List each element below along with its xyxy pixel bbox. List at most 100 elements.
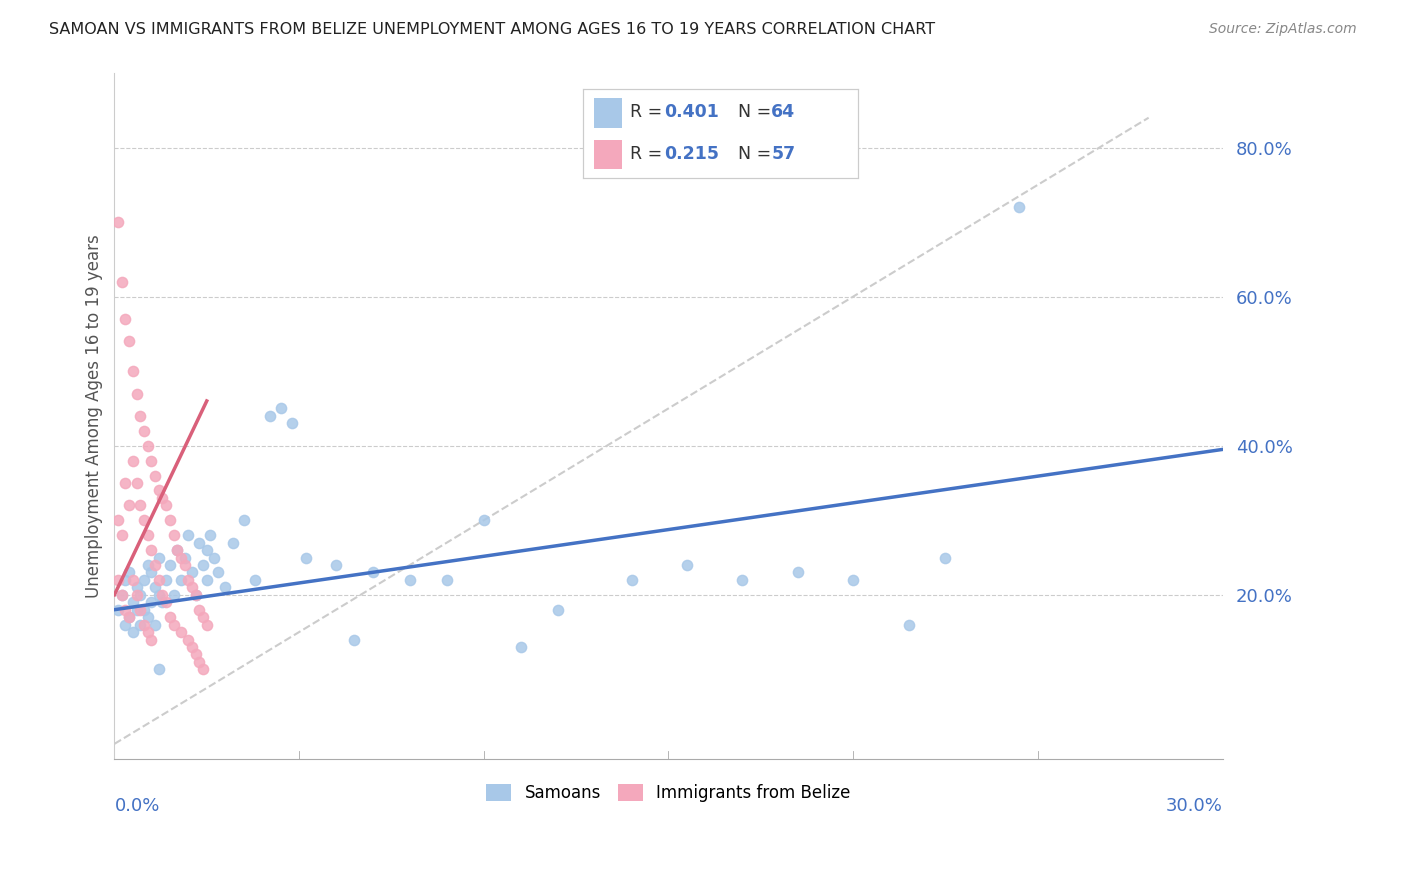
Point bbox=[141, 543, 163, 558]
Point bbox=[166, 543, 188, 558]
Point bbox=[114, 312, 136, 326]
Point bbox=[107, 603, 129, 617]
Point bbox=[436, 573, 458, 587]
Point bbox=[184, 588, 207, 602]
Point bbox=[152, 588, 174, 602]
Point bbox=[107, 215, 129, 229]
Text: 0.0%: 0.0% bbox=[114, 797, 160, 814]
Point bbox=[270, 401, 292, 416]
Point bbox=[155, 573, 177, 587]
Bar bbox=[595, 140, 621, 169]
Point bbox=[162, 588, 184, 602]
Point bbox=[177, 632, 200, 647]
Point bbox=[107, 513, 129, 527]
Point bbox=[129, 617, 152, 632]
Point bbox=[132, 513, 155, 527]
Point bbox=[188, 655, 211, 669]
Point bbox=[842, 573, 865, 587]
Point bbox=[122, 573, 145, 587]
Point bbox=[114, 475, 136, 490]
Point bbox=[111, 588, 134, 602]
Point bbox=[143, 617, 166, 632]
Point bbox=[162, 617, 184, 632]
Point bbox=[118, 499, 141, 513]
Point bbox=[188, 535, 211, 549]
Point bbox=[129, 499, 152, 513]
Point bbox=[177, 573, 200, 587]
Point bbox=[111, 588, 134, 602]
Text: N =: N = bbox=[738, 103, 778, 121]
Point bbox=[343, 632, 366, 647]
Point bbox=[232, 513, 254, 527]
Point bbox=[173, 550, 195, 565]
Point bbox=[188, 603, 211, 617]
Point bbox=[107, 573, 129, 587]
Point bbox=[173, 558, 195, 572]
Point bbox=[132, 424, 155, 438]
Point bbox=[148, 550, 170, 565]
Point bbox=[399, 573, 422, 587]
Bar bbox=[595, 98, 621, 128]
Point bbox=[141, 453, 163, 467]
Point bbox=[132, 617, 155, 632]
Point bbox=[148, 588, 170, 602]
Point bbox=[170, 573, 193, 587]
Text: R =: R = bbox=[630, 103, 668, 121]
Point bbox=[200, 528, 222, 542]
Point bbox=[125, 580, 148, 594]
Point bbox=[129, 588, 152, 602]
Point bbox=[191, 662, 214, 676]
Point bbox=[118, 610, 141, 624]
Point bbox=[129, 603, 152, 617]
Point bbox=[159, 610, 181, 624]
Point bbox=[181, 640, 204, 654]
Point bbox=[221, 535, 243, 549]
Point bbox=[280, 417, 302, 431]
Point bbox=[361, 566, 384, 580]
Point bbox=[148, 662, 170, 676]
Point bbox=[111, 275, 134, 289]
Point bbox=[472, 513, 495, 527]
Text: 64: 64 bbox=[772, 103, 796, 121]
Text: Source: ZipAtlas.com: Source: ZipAtlas.com bbox=[1209, 22, 1357, 37]
Point bbox=[325, 558, 347, 572]
Point bbox=[122, 453, 145, 467]
Text: 0.401: 0.401 bbox=[665, 103, 720, 121]
Point bbox=[136, 625, 159, 640]
Y-axis label: Unemployment Among Ages 16 to 19 years: Unemployment Among Ages 16 to 19 years bbox=[86, 234, 103, 598]
Point bbox=[136, 610, 159, 624]
Point bbox=[125, 588, 148, 602]
Point bbox=[136, 558, 159, 572]
Point bbox=[195, 573, 218, 587]
Point bbox=[143, 468, 166, 483]
Point bbox=[155, 499, 177, 513]
Text: SAMOAN VS IMMIGRANTS FROM BELIZE UNEMPLOYMENT AMONG AGES 16 TO 19 YEARS CORRELAT: SAMOAN VS IMMIGRANTS FROM BELIZE UNEMPLO… bbox=[49, 22, 935, 37]
Point bbox=[207, 566, 229, 580]
Point bbox=[786, 566, 808, 580]
Point bbox=[184, 648, 207, 662]
Point bbox=[195, 617, 218, 632]
Point bbox=[132, 603, 155, 617]
Point bbox=[118, 610, 141, 624]
Text: R =: R = bbox=[630, 145, 668, 163]
Point bbox=[148, 573, 170, 587]
Point bbox=[118, 334, 141, 349]
Point bbox=[259, 409, 281, 423]
Point bbox=[934, 550, 956, 565]
Point bbox=[170, 625, 193, 640]
Point bbox=[152, 491, 174, 505]
Point bbox=[143, 558, 166, 572]
Point bbox=[897, 617, 920, 632]
Point bbox=[136, 439, 159, 453]
Point bbox=[214, 580, 236, 594]
Text: N =: N = bbox=[738, 145, 778, 163]
Point bbox=[162, 528, 184, 542]
Legend: Samoans, Immigrants from Belize: Samoans, Immigrants from Belize bbox=[479, 777, 858, 809]
Point bbox=[191, 558, 214, 572]
Point bbox=[195, 543, 218, 558]
Point bbox=[129, 409, 152, 423]
Text: 0.215: 0.215 bbox=[665, 145, 720, 163]
Point bbox=[166, 543, 188, 558]
Point bbox=[152, 595, 174, 609]
Point bbox=[114, 573, 136, 587]
